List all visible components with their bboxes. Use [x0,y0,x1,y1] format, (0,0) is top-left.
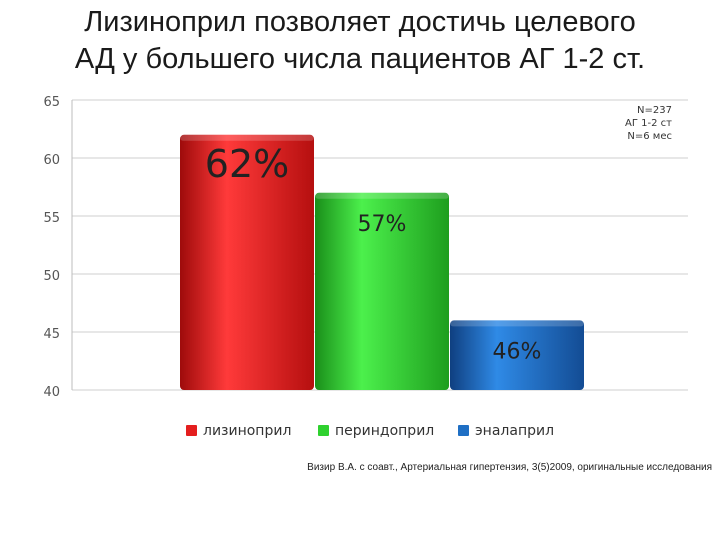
sample-note: N=237 АГ 1-2 ст N=6 мес [625,104,672,143]
y-tick-label: 60 [43,153,60,168]
bar-2 [315,192,449,390]
title-line-2: АД у большего числа пациентов АГ 1-2 ст. [74,43,646,75]
data-label: 62% [205,142,289,186]
note-line-2: АГ 1-2 ст [625,118,672,129]
y-tick-label: 65 [43,95,60,110]
bar-highlight [315,192,449,199]
legend-label: эналаприл [475,423,554,439]
bar-highlight [180,134,314,141]
data-label: 57% [358,212,407,237]
y-tick-label: 50 [43,269,60,284]
bar-3 [450,320,584,390]
source-citation: Визир В.А. с соавт., Артериальная гиперт… [307,462,712,473]
legend-swatch [318,425,329,436]
bar-1 [180,134,314,390]
data-label: 46% [493,339,542,364]
slide-title: Лизиноприл позволяет достичь целевого АД… [20,4,700,78]
y-tick-label: 45 [43,327,60,342]
legend-label: лизиноприл [203,423,291,439]
legend-swatch [186,425,197,436]
legend-label: периндоприл [335,423,434,439]
title-line-1: Лизиноприл позволяет достичь целевого [84,6,636,38]
bar-highlight [450,320,584,327]
legend-swatch [458,425,469,436]
y-tick-label: 55 [43,211,60,226]
note-line-3: N=6 мес [627,131,672,142]
y-tick-label: 40 [43,385,60,400]
note-line-1: N=237 [637,105,672,116]
